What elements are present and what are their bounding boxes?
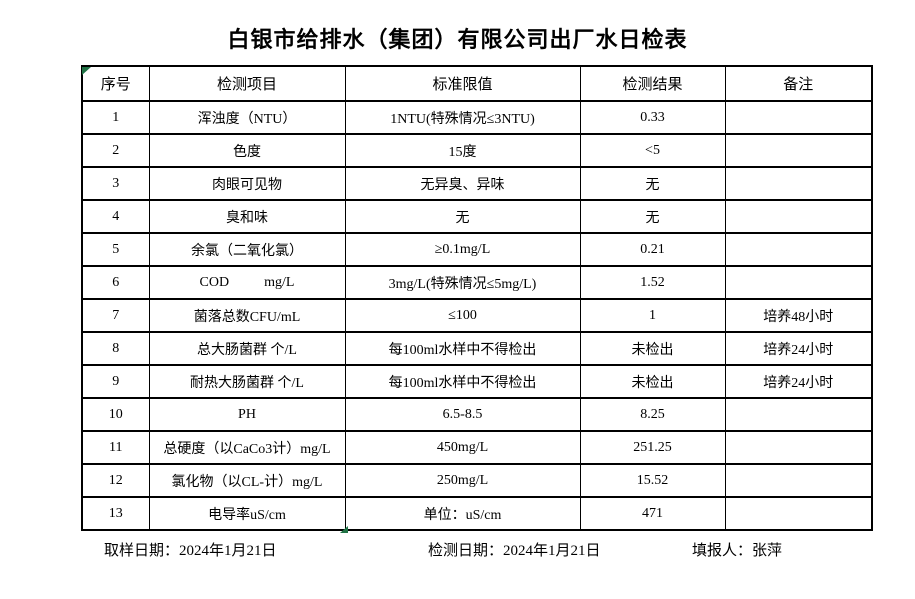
reporter-value: 张萍 [752,543,783,559]
table-row: 4 臭和味 无 无 [81,199,873,234]
limit-cell: 450mg/L [344,430,581,465]
limit-cell: 每100ml水样中不得检出 [344,364,581,399]
table-row: 2 色度 15度 <5 [81,133,873,168]
result-cell: 无 [579,166,726,201]
remark-cell [724,397,873,432]
serial-cell: 12 [81,463,150,498]
remark-cell: 培养24小时 [724,331,873,366]
item-cell: 耐热大肠菌群 个/L [148,364,346,399]
remark-cell [724,232,873,267]
table-row: 5 余氯（二氧化氯） ≥0.1mg/L 0.21 [81,232,873,267]
item-cell: 氯化物（以CL-计）mg/L [148,463,346,498]
header-remark: 备注 [724,65,873,102]
limit-cell: 15度 [344,133,581,168]
limit-cell: 无 [344,199,581,234]
serial-cell: 3 [81,166,150,201]
serial-cell: 8 [81,331,150,366]
sampling-date-value: 2024年1月21日 [179,543,277,559]
inspection-table: 序号 检测项目 标准限值 检测结果 备注 1 浑浊度（NTU） 1NTU(特殊情… [81,65,873,531]
sampling-date-label: 取样日期： [104,543,180,559]
remark-cell [724,100,873,135]
serial-cell: 13 [81,496,150,531]
testing-date-value: 2024年1月21日 [503,543,601,559]
result-cell: 1 [579,298,726,333]
reporter: 填报人：张萍 [692,539,782,560]
limit-cell: ≥0.1mg/L [344,232,581,267]
table-row: 13 电导率uS/cm 单位：uS/cm 471 [81,496,873,531]
limit-cell: 每100ml水样中不得检出 [344,331,581,366]
table-row: 6 COD mg/L 3mg/L(特殊情况≤5mg/L) 1.52 [81,265,873,300]
limit-cell: 6.5-8.5 [344,397,581,432]
item-cell: 总大肠菌群 个/L [148,331,346,366]
remark-cell: 培养24小时 [724,364,873,399]
excel-cell-marker-icon [340,526,348,533]
testing-date-label: 检测日期： [428,543,504,559]
table-row: 10 PH 6.5-8.5 8.25 [81,397,873,432]
remark-cell [724,430,873,465]
item-cell: 色度 [148,133,346,168]
serial-cell: 10 [81,397,150,432]
serial-cell: 11 [81,430,150,465]
result-cell: 0.33 [579,100,726,135]
header-result: 检测结果 [579,65,726,102]
item-cell: 余氯（二氧化氯） [148,232,346,267]
serial-cell: 1 [81,100,150,135]
serial-cell: 9 [81,364,150,399]
table-row: 12 氯化物（以CL-计）mg/L 250mg/L 15.52 [81,463,873,498]
limit-cell: 3mg/L(特殊情况≤5mg/L) [344,265,581,300]
page-title: 白银市给排水（集团）有限公司出厂水日检表 [227,27,688,52]
table-row: 3 肉眼可见物 无异臭、异味 无 [81,166,873,201]
table-row: 7 菌落总数CFU/mL ≤100 1 培养48小时 [81,298,873,333]
limit-cell: ≤100 [344,298,581,333]
item-cell: 肉眼可见物 [148,166,346,201]
table-row: 1 浑浊度（NTU） 1NTU(特殊情况≤3NTU) 0.33 [81,100,873,135]
table-row: 9 耐热大肠菌群 个/L 每100ml水样中不得检出 未检出 培养24小时 [81,364,873,399]
serial-cell: 7 [81,298,150,333]
item-cell: 电导率uS/cm [148,496,346,531]
table-row: 11 总硬度（以CaCo3计）mg/L 450mg/L 251.25 [81,430,873,465]
result-cell: 未检出 [579,364,726,399]
result-cell: 1.52 [579,265,726,300]
remark-cell [724,166,873,201]
result-cell: 471 [579,496,726,531]
result-cell: 8.25 [579,397,726,432]
sampling-date: 取样日期：2024年1月21日 [104,539,277,560]
remark-cell [724,496,873,531]
serial-cell: 2 [81,133,150,168]
item-cell: COD mg/L [148,265,346,300]
item-cell: 臭和味 [148,199,346,234]
result-cell: 251.25 [579,430,726,465]
header-item: 检测项目 [148,65,346,102]
result-cell: 15.52 [579,463,726,498]
excel-cell-marker-icon [82,67,91,75]
item-cell: 总硬度（以CaCo3计）mg/L [148,430,346,465]
limit-cell: 1NTU(特殊情况≤3NTU) [344,100,581,135]
header-serial: 序号 [81,65,150,102]
serial-cell: 4 [81,199,150,234]
result-cell: 未检出 [579,331,726,366]
reporter-label: 填报人： [692,543,753,559]
header-row: 序号 检测项目 标准限值 检测结果 备注 [81,65,873,102]
item-cell: 浑浊度（NTU） [148,100,346,135]
remark-cell [724,463,873,498]
limit-cell: 单位：uS/cm [344,496,581,531]
result-cell: 无 [579,199,726,234]
item-cell: PH [148,397,346,432]
remark-cell [724,199,873,234]
testing-date: 检测日期：2024年1月21日 [428,539,601,560]
result-cell: <5 [579,133,726,168]
item-cell: 菌落总数CFU/mL [148,298,346,333]
header-limit: 标准限值 [344,65,581,102]
remark-cell [724,133,873,168]
limit-cell: 无异臭、异味 [344,166,581,201]
limit-cell: 250mg/L [344,463,581,498]
serial-cell: 6 [81,265,150,300]
table-row: 8 总大肠菌群 个/L 每100ml水样中不得检出 未检出 培养24小时 [81,331,873,366]
result-cell: 0.21 [579,232,726,267]
remark-cell [724,265,873,300]
serial-cell: 5 [81,232,150,267]
remark-cell: 培养48小时 [724,298,873,333]
